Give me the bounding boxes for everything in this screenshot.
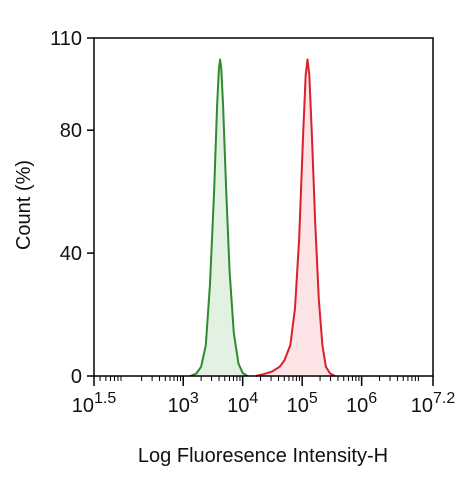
y-tick-label: 80 [60, 120, 82, 142]
plot-area [189, 58, 336, 377]
histogram-fill-1 [190, 59, 248, 376]
x-tick-label: 107.2 [411, 390, 456, 417]
x-axis-label: Log Fluoresence Intensity-H [138, 445, 388, 467]
plot-frame [93, 37, 434, 377]
y-tick-label: 0 [71, 366, 82, 388]
y-tick-label: 40 [60, 243, 82, 265]
y-axis-label: Count (%) [13, 160, 35, 250]
histogram-line-1 [189, 58, 248, 377]
histogram-fill-2 [255, 59, 335, 376]
histogram-line-2 [255, 58, 336, 377]
y-tick-label: 110 [50, 28, 82, 50]
x-tick-label: 104 [227, 390, 258, 417]
x-tick-label: 105 [287, 390, 318, 417]
x-tick-label: 103 [168, 390, 199, 417]
x-tick-label: 101.5 [72, 390, 117, 417]
x-tick-label: 106 [346, 390, 377, 417]
axes: 0 40 80 110 101.5 103 104 105 106 107.2 [50, 28, 455, 417]
